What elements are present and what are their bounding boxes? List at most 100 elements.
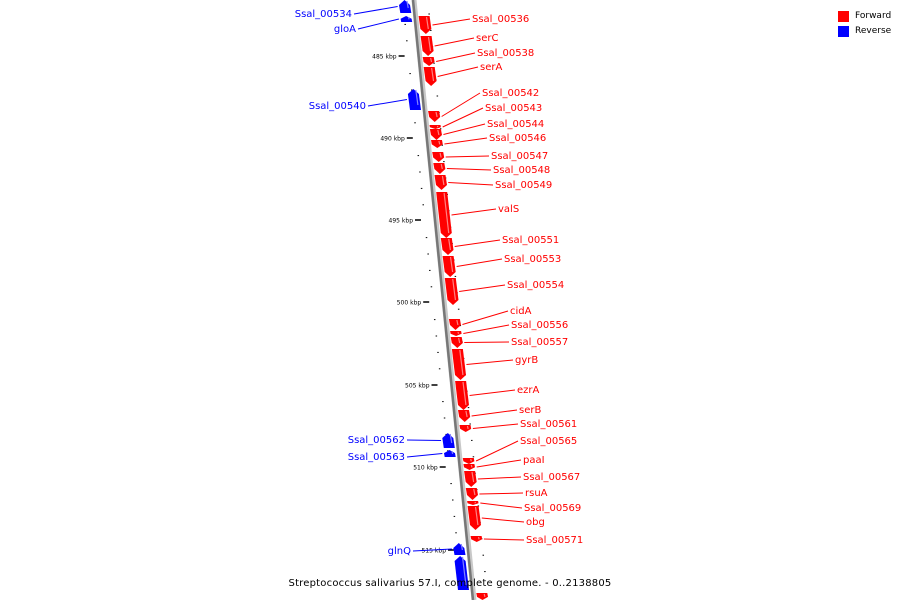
- gene-ssal-00562[interactable]: [442, 433, 455, 448]
- gene-label-gloa: gloA: [334, 24, 356, 35]
- gene-label-ssal-00547: Ssal_00547: [491, 151, 548, 162]
- gene-ssal-00548[interactable]: [433, 163, 446, 174]
- gene-ssal-00563[interactable]: [444, 450, 456, 457]
- gene-ssal-00538[interactable]: [422, 57, 435, 66]
- gene-features[interactable]: [399, 0, 488, 600]
- gene-label-ssal-00542: Ssal_00542: [482, 88, 539, 99]
- label-leader: [406, 453, 443, 458]
- gene-tail-forward[interactable]: [476, 593, 488, 600]
- label-leader: [412, 548, 452, 552]
- gene-highlight: [460, 543, 464, 551]
- legend: Forward Reverse: [838, 9, 891, 39]
- gene-paai[interactable]: [463, 464, 475, 470]
- gene-label-ssal-00562: Ssal_00562: [348, 435, 405, 446]
- gene-sera[interactable]: [423, 67, 437, 86]
- label-leader: [481, 517, 525, 523]
- gene-label-ssal-00557: Ssal_00557: [511, 337, 568, 348]
- gene-label-vals: valS: [498, 204, 519, 215]
- gene-ssal-00569[interactable]: [467, 501, 479, 505]
- gene-highlight: [449, 433, 453, 444]
- label-leader: [367, 99, 408, 107]
- gene-label-ssal-00569: Ssal_00569: [524, 503, 581, 514]
- gene-ssal-00554[interactable]: [444, 278, 459, 305]
- gene-label-serb: serB: [519, 405, 541, 416]
- gene-ssal-00534[interactable]: [399, 0, 412, 13]
- label-leader: [448, 182, 494, 186]
- label-leader: [443, 123, 486, 135]
- gene-label-ssal-00540: Ssal_00540: [309, 101, 366, 112]
- scale-label: 515 kbp: [422, 548, 447, 555]
- gene-ssal-00546[interactable]: [431, 140, 443, 148]
- label-leader: [432, 18, 471, 26]
- gene-highlight: [457, 331, 460, 334]
- gene-ssal-00556[interactable]: [450, 331, 462, 336]
- gene-label-ssal-00554: Ssal_00554: [507, 280, 564, 291]
- label-leader: [437, 66, 479, 77]
- gene-ssal-00547[interactable]: [432, 152, 445, 162]
- gene-label-ssal-00553: Ssal_00553: [504, 254, 561, 265]
- gene-gloa[interactable]: [400, 16, 413, 22]
- gene-label-glnq: glnQ: [388, 546, 411, 557]
- reverse-swatch: [838, 26, 849, 37]
- scale-label: 500 kbp: [397, 300, 422, 307]
- gene-label-ssal-00567: Ssal_00567: [523, 472, 580, 483]
- label-leader: [476, 459, 522, 468]
- gene-highlight: [449, 256, 454, 273]
- gene-ssal-00571[interactable]: [470, 536, 483, 542]
- gene-rsua[interactable]: [465, 488, 478, 500]
- gene-highlight: [477, 536, 480, 540]
- gene-ssal-00561[interactable]: [459, 425, 472, 432]
- gene-cida[interactable]: [448, 319, 461, 330]
- gene-highlight: [470, 464, 473, 468]
- gene-ssal-00540[interactable]: [407, 89, 421, 110]
- gene-glnq[interactable]: [453, 543, 466, 555]
- gene-label-ssal-00544: Ssal_00544: [487, 119, 544, 130]
- gene-obg[interactable]: [467, 506, 481, 530]
- gene-label-ssal-00551: Ssal_00551: [502, 235, 559, 246]
- gene-ssal-00567[interactable]: [464, 471, 477, 487]
- gene-ssal-00553[interactable]: [442, 256, 456, 277]
- gene-highlight: [438, 140, 441, 145]
- gene-ssal-00565[interactable]: [462, 458, 475, 464]
- scale-label: 490 kbp: [380, 136, 405, 143]
- backbone-line: [411, 0, 475, 600]
- gene-serc[interactable]: [420, 36, 434, 56]
- label-leader: [441, 92, 481, 117]
- label-leader: [471, 409, 518, 417]
- label-leader: [469, 389, 516, 396]
- gene-ssal-00549[interactable]: [434, 175, 448, 190]
- gene-ssal-00543[interactable]: [429, 125, 441, 129]
- forward-swatch: [838, 11, 849, 22]
- gene-highlight: [465, 410, 468, 418]
- gene-ssal-00544[interactable]: [429, 129, 442, 140]
- gene-highlight: [425, 16, 429, 30]
- gene-ssal-00542[interactable]: [428, 111, 441, 122]
- gene-highlight: [470, 458, 472, 462]
- label-leader: [480, 502, 523, 509]
- gene-ezra[interactable]: [455, 381, 469, 410]
- label-leader: [456, 258, 503, 267]
- label-leader: [472, 423, 519, 429]
- scale-ticks: 485 kbp 490 kbp 495 kbp 500 kbp 505 kbp 510 k…: [372, 7, 486, 573]
- gene-label-ssal-00536: Ssal_00536: [472, 14, 529, 25]
- label-leader: [466, 359, 514, 365]
- label-leader: [444, 137, 488, 145]
- label-leader: [462, 310, 509, 325]
- gene-ssal-00536[interactable]: [418, 16, 432, 34]
- label-leader: [459, 284, 506, 292]
- gene-ssal-00551[interactable]: [440, 238, 454, 255]
- label-leader: [436, 52, 476, 62]
- gene-label-serc: serC: [476, 33, 498, 44]
- gene-highlight: [466, 425, 469, 429]
- gene-serb[interactable]: [458, 410, 471, 422]
- gene-highlight: [407, 16, 410, 20]
- gene-highlight: [439, 152, 442, 158]
- gene-label-ssal-00534: Ssal_00534: [295, 9, 352, 20]
- gene-highlight: [459, 349, 464, 376]
- gene-ssal-00557[interactable]: [450, 337, 463, 348]
- gene-highlight: [437, 129, 440, 136]
- gene-label-ssal-00571: Ssal_00571: [526, 535, 583, 546]
- gene-highlight: [443, 192, 450, 234]
- legend-reverse: Reverse: [838, 24, 891, 39]
